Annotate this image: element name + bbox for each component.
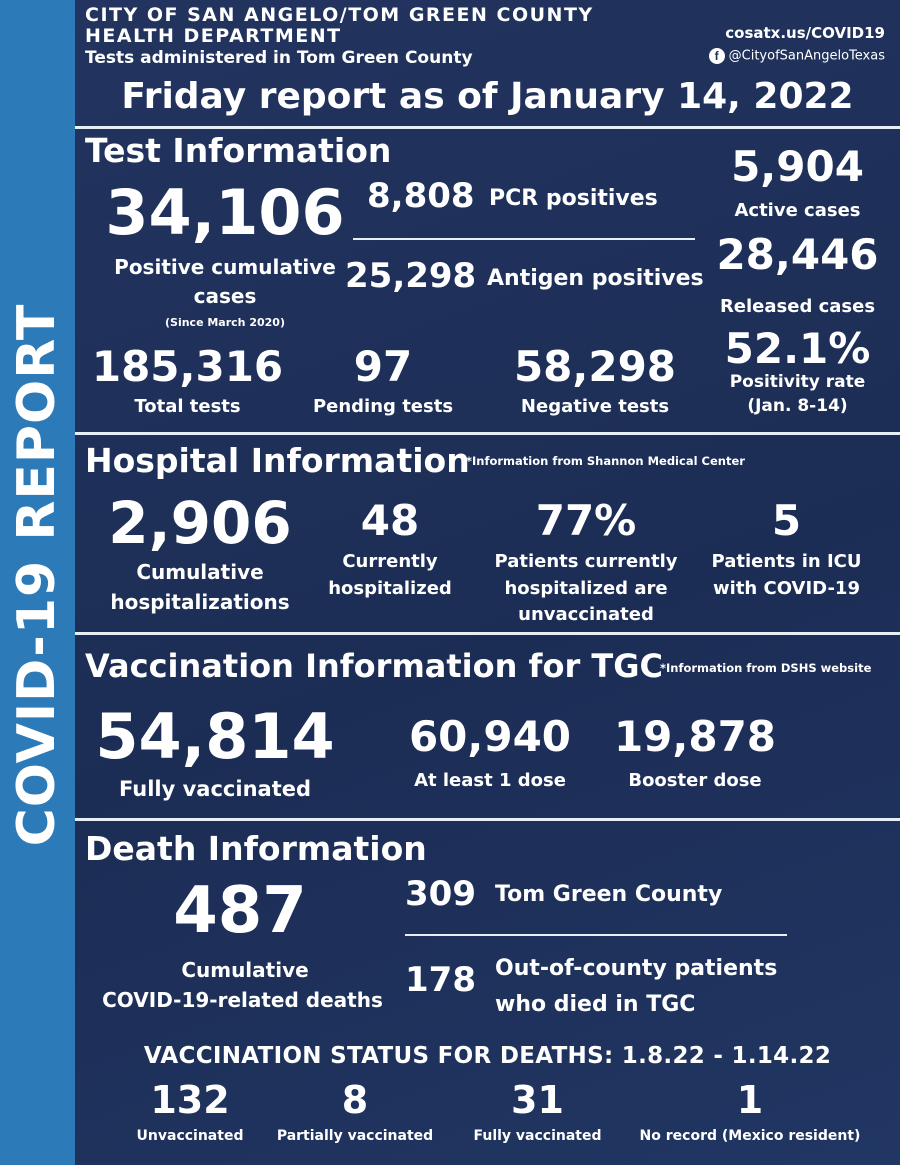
antigen-value: 25,298 xyxy=(345,256,477,296)
facebook-handle: @CityofSanAngeloTexas xyxy=(728,48,885,64)
cumulative-deaths-label-1: Cumulative xyxy=(181,958,309,982)
positivity-rate-value: 52.1% xyxy=(724,324,871,373)
released-cases-label: Released cases xyxy=(719,296,876,317)
org-line-1: CITY OF SAN ANGELO/TOM GREEN COUNTY xyxy=(85,4,594,26)
out-of-county-deaths-value: 178 xyxy=(405,960,476,1000)
currently-hospitalized-value: 48 xyxy=(360,496,420,545)
positive-cumulative-label-2: cases xyxy=(193,284,257,308)
unvaccinated-hospitalized-value: 77% xyxy=(535,496,637,545)
test-info-heading: Test Information xyxy=(85,131,392,170)
tgc-deaths-label: Tom Green County xyxy=(495,882,723,907)
vaccination-status-heading: VACCINATION STATUS FOR DEATHS: 1.8.22 - … xyxy=(143,1043,832,1069)
positive-cumulative-value: 34,106 xyxy=(105,176,345,249)
vaccination-info-heading: Vaccination Information for TGC xyxy=(85,647,663,685)
deaths-unvaccinated-value: 132 xyxy=(150,1078,230,1122)
hospital-info-heading: Hospital Information xyxy=(85,441,470,480)
sidebar-title: COVID-19 REPORT xyxy=(7,303,67,847)
unvaccinated-hospitalized-label-3: unvaccinated xyxy=(518,604,654,625)
deaths-no-record-value: 1 xyxy=(736,1078,764,1122)
currently-hospitalized-label-1: Currently xyxy=(342,551,438,572)
deaths-fully-label: Fully vaccinated xyxy=(473,1128,602,1144)
test-rule xyxy=(353,238,695,240)
booster-dose-label: Booster dose xyxy=(628,770,762,791)
unvaccinated-hospitalized-label-1: Patients currently xyxy=(494,551,678,572)
booster-dose-value: 19,878 xyxy=(613,712,777,761)
org-line-2: HEALTH DEPARTMENT xyxy=(85,25,342,47)
positivity-rate-label-1: Positivity rate xyxy=(729,372,866,392)
sidebar: COVID-19 REPORT xyxy=(0,0,75,1165)
pcr-label: PCR positives xyxy=(489,186,658,211)
hospital-info-note: *Information from Shannon Medical Center xyxy=(466,454,745,468)
facebook-link[interactable]: f @CityofSanAngeloTexas xyxy=(708,48,885,64)
cumulative-hospitalizations-label-1: Cumulative xyxy=(136,560,264,584)
positivity-rate-label-2: (Jan. 8-14) xyxy=(747,396,848,416)
cumulative-deaths-label-2: COVID-19-related deaths xyxy=(102,988,383,1012)
website-link[interactable]: cosatx.us/COVID19 xyxy=(725,24,885,42)
divider xyxy=(75,432,900,435)
divider xyxy=(75,632,900,635)
negative-tests-value: 58,298 xyxy=(513,342,677,391)
death-info-heading: Death Information xyxy=(85,829,427,868)
icu-patients-value: 5 xyxy=(771,496,802,545)
deaths-fully-value: 31 xyxy=(511,1078,564,1122)
facebook-icon: f xyxy=(708,48,725,64)
out-of-county-deaths-label-1: Out-of-county patients xyxy=(495,956,778,981)
deaths-no-record-label: No record (Mexico resident) xyxy=(639,1128,861,1144)
report-title: Friday report as of January 14, 2022 xyxy=(121,76,854,117)
total-tests-label: Total tests xyxy=(134,396,241,417)
cumulative-hospitalizations-value: 2,906 xyxy=(108,489,292,557)
fully-vaccinated-label: Fully vaccinated xyxy=(118,777,312,801)
header-subtitle: Tests administered in Tom Green County xyxy=(85,48,473,68)
deaths-partially-label: Partially vaccinated xyxy=(276,1128,434,1144)
currently-hospitalized-label-2: hospitalized xyxy=(328,578,452,599)
total-tests-value: 185,316 xyxy=(91,342,284,391)
out-of-county-deaths-label-2: who died in TGC xyxy=(495,992,696,1017)
divider xyxy=(75,818,900,821)
death-rule xyxy=(405,934,787,936)
positive-cumulative-note: (Since March 2020) xyxy=(165,316,285,329)
positive-cumulative-label-1: Positive cumulative xyxy=(114,255,336,279)
active-cases-label: Active cases xyxy=(734,200,861,221)
fully-vaccinated-value: 54,814 xyxy=(95,700,335,773)
vaccination-info-note: *Information from DSHS website xyxy=(660,661,872,675)
tgc-deaths-value: 309 xyxy=(405,874,476,914)
one-dose-value: 60,940 xyxy=(408,712,572,761)
released-cases-value: 28,446 xyxy=(716,230,879,279)
antigen-label: Antigen positives xyxy=(487,266,704,291)
pending-tests-label: Pending tests xyxy=(312,396,454,417)
report-body: CITY OF SAN ANGELO/TOM GREEN COUNTY HEAL… xyxy=(75,0,900,1165)
deaths-partially-value: 8 xyxy=(341,1078,369,1122)
deaths-unvaccinated-label: Unvaccinated xyxy=(136,1128,244,1144)
unvaccinated-hospitalized-label-2: hospitalized are xyxy=(504,578,668,599)
pending-tests-value: 97 xyxy=(353,342,413,391)
pcr-value: 8,808 xyxy=(367,176,475,216)
active-cases-value: 5,904 xyxy=(731,142,864,191)
one-dose-label: At least 1 dose xyxy=(414,770,566,791)
cumulative-hospitalizations-label-2: hospitalizations xyxy=(110,590,290,614)
divider xyxy=(75,126,900,129)
icu-patients-label-2: with COVID-19 xyxy=(713,578,860,599)
negative-tests-label: Negative tests xyxy=(520,396,670,417)
icu-patients-label-1: Patients in ICU xyxy=(711,551,862,572)
cumulative-deaths-value: 487 xyxy=(173,874,307,948)
